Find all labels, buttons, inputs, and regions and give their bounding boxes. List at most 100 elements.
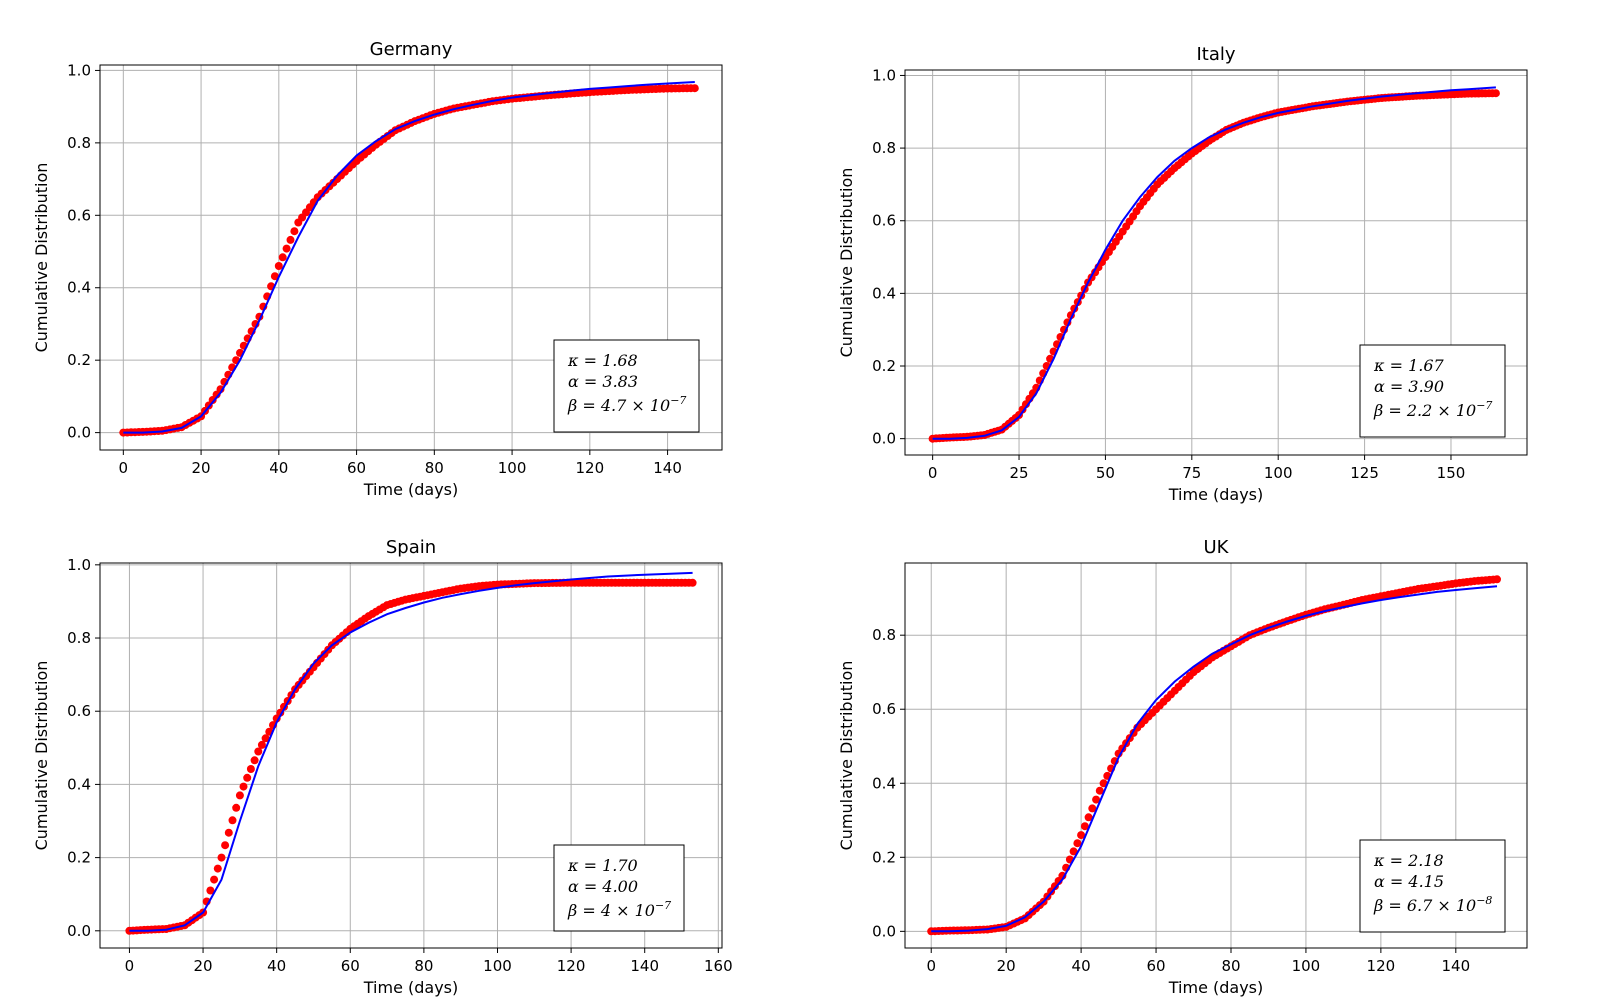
x-tick-label: 60 xyxy=(1147,957,1166,975)
legend-beta-exponent: −7 xyxy=(670,394,686,407)
legend-beta-exponent: −7 xyxy=(655,899,671,912)
x-tick-label: 0 xyxy=(125,957,135,975)
y-tick-label: 0.0 xyxy=(67,922,91,940)
data-point xyxy=(1080,822,1089,831)
data-point xyxy=(1069,847,1078,856)
data-point xyxy=(239,782,248,791)
x-axis-label: Time (days) xyxy=(363,978,459,997)
data-point xyxy=(213,864,222,873)
y-tick-label: 0.8 xyxy=(67,134,91,152)
data-point xyxy=(254,747,263,756)
data-point xyxy=(1493,575,1501,584)
legend-beta-exponent: −7 xyxy=(1476,399,1492,412)
chart-title-uk: UK xyxy=(1204,537,1230,558)
data-point xyxy=(235,791,244,800)
x-tick-label: 60 xyxy=(347,459,366,477)
x-tick-label: 20 xyxy=(194,957,213,975)
legend-beta: β = 4.7 × 10−7 xyxy=(567,394,686,415)
legend-alpha: α = 3.83 xyxy=(568,372,638,391)
y-tick-label: 0.0 xyxy=(872,922,896,940)
x-tick-label: 80 xyxy=(414,957,433,975)
panel-germany: 0 20 40 60 80 100 120 140 0.0 0.2 0.4 0.6 0.8 1.0 Germ… xyxy=(32,39,723,499)
x-tick-label: 60 xyxy=(341,957,360,975)
y-tick-label: 0.8 xyxy=(872,139,896,157)
legend-box xyxy=(553,339,700,433)
y-tick-label: 0.4 xyxy=(872,284,896,302)
y-tick-label: 0.2 xyxy=(67,351,91,369)
legend-beta-base: β = 4.7 × 10 xyxy=(567,396,670,415)
legend-beta-base: β = 6.7 × 10 xyxy=(1373,896,1476,915)
legend-beta-base: β = 2.2 × 10 xyxy=(1373,401,1476,420)
x-tick-label: 140 xyxy=(630,957,659,975)
data-point xyxy=(246,765,255,773)
data-point xyxy=(1073,839,1082,848)
y-axis-label: Cumulative Distribution xyxy=(32,661,51,851)
legend-alpha: α = 3.90 xyxy=(1374,377,1444,396)
y-tick-label: 0.6 xyxy=(872,700,896,718)
x-tick-label: 0 xyxy=(119,459,129,477)
data-point xyxy=(257,740,266,749)
y-tick-label: 0.2 xyxy=(872,848,896,866)
x-tick-label: 120 xyxy=(576,459,605,477)
legend-kappa: κ = 2.18 xyxy=(1373,851,1444,870)
legend-beta: β = 2.2 × 10−7 xyxy=(1373,399,1492,420)
legend-beta-base: β = 4 × 10 xyxy=(567,901,655,920)
data-point xyxy=(278,253,287,262)
legend-spain: κ = 1.70 α = 4.00 β = 4 × 10−7 xyxy=(553,844,685,932)
x-tick-label: 100 xyxy=(1292,957,1321,975)
y-tick-label: 1.0 xyxy=(67,61,91,79)
y-tick-label: 0.4 xyxy=(67,279,91,297)
data-point xyxy=(1099,779,1108,788)
data-point xyxy=(1084,813,1093,822)
x-tick-label: 160 xyxy=(704,957,733,975)
x-tick-label: 100 xyxy=(498,459,527,477)
legend-beta-exponent: −8 xyxy=(1476,894,1492,907)
y-tick-label: 0.2 xyxy=(872,357,896,375)
legend-alpha: α = 4.15 xyxy=(1374,872,1444,891)
data-point xyxy=(1077,831,1086,840)
x-tick-label: 120 xyxy=(1367,957,1396,975)
fit-line-germany xyxy=(123,81,695,434)
legend-beta: β = 4 × 10−7 xyxy=(567,899,671,920)
x-tick-label: 140 xyxy=(653,459,682,477)
y-tick-label: 1.0 xyxy=(67,556,91,574)
data-point xyxy=(224,828,233,837)
y-axis-label: Cumulative Distribution xyxy=(837,168,856,358)
y-tick-label: 0.6 xyxy=(872,212,896,230)
data-point xyxy=(228,816,237,825)
y-tick-label: 0.6 xyxy=(67,206,91,224)
data-point xyxy=(1092,795,1101,804)
data-point xyxy=(286,235,295,244)
legend-box xyxy=(1359,344,1506,438)
x-axis-label: Time (days) xyxy=(1168,978,1264,997)
axes-frame-uk xyxy=(904,562,1528,949)
x-tick-label: 100 xyxy=(1264,464,1293,482)
y-tick-label: 0.2 xyxy=(67,849,91,867)
x-tick-label: 0 xyxy=(926,957,936,975)
legend-beta: β = 6.7 × 10−8 xyxy=(1373,894,1492,915)
y-tick-label: 0.4 xyxy=(872,774,896,792)
legend-box xyxy=(553,844,685,932)
legend-germany: κ = 1.68 α = 3.83 β = 4.7 × 10−7 xyxy=(553,339,700,433)
panel-uk: 0 20 40 60 80 100 120 140 0.0 0.2 0.4 0.6 0.8 UK Time … xyxy=(837,537,1528,997)
y-tick-label: 0.0 xyxy=(872,430,896,448)
x-tick-label: 20 xyxy=(997,957,1016,975)
y-tick-label: 0.8 xyxy=(872,626,896,644)
x-tick-label: 100 xyxy=(483,957,512,975)
data-point xyxy=(1095,786,1104,795)
legend-box xyxy=(1359,839,1506,933)
x-tick-label: 150 xyxy=(1437,464,1466,482)
fit-line-spain xyxy=(129,571,693,932)
fit-line-italy xyxy=(932,86,1496,440)
data-point xyxy=(261,734,270,743)
data-point xyxy=(1088,804,1097,813)
data-point xyxy=(1491,89,1500,98)
x-tick-label: 40 xyxy=(269,459,288,477)
grid-italy xyxy=(905,70,1527,455)
x-tick-label: 80 xyxy=(425,459,444,477)
data-point xyxy=(274,262,283,270)
x-tick-label: 140 xyxy=(1441,957,1470,975)
chart-title-spain: Spain xyxy=(386,537,436,558)
